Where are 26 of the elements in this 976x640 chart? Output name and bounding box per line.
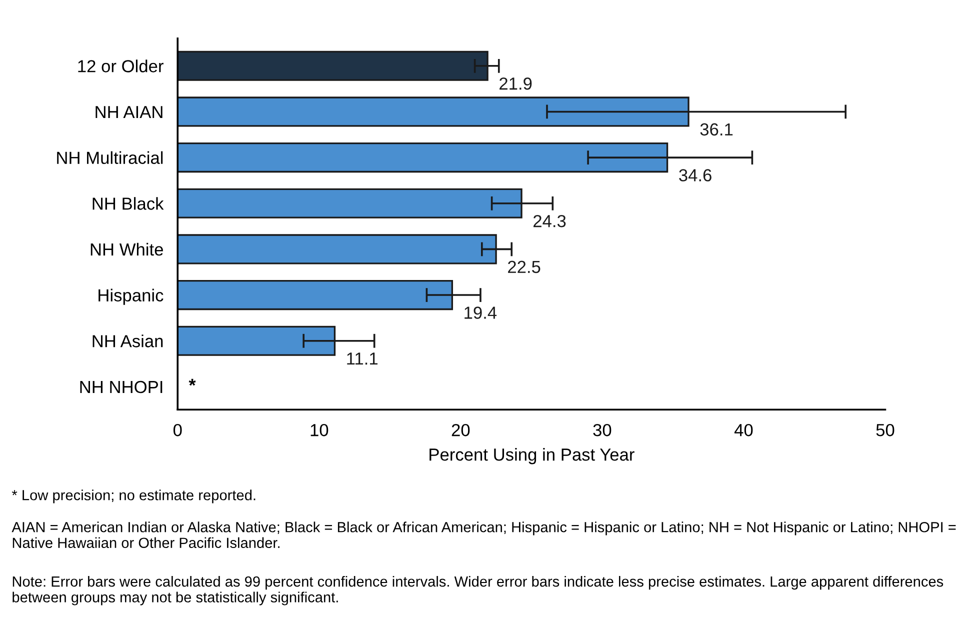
x-tick-label: 20 bbox=[452, 424, 470, 436]
y-tick-label: 12 or Older bbox=[78, 60, 164, 72]
x-axis-title: Percent Using in Past Year bbox=[430, 448, 634, 464]
x-tick-label: 50 bbox=[876, 424, 894, 436]
text: * Low precision; no estimate reported. bbox=[12, 490, 256, 504]
y-tick-label: NH Multiracial bbox=[57, 151, 163, 164]
x-tick-label: 10 bbox=[310, 424, 328, 436]
y-tick-label: NH Black bbox=[92, 197, 164, 210]
y-tick-label: NH AIAN bbox=[96, 106, 162, 118]
y-tick-label: NH Asian bbox=[92, 334, 163, 348]
y-tick-label: NH NHOPI bbox=[80, 380, 162, 394]
data-label: 34.6 bbox=[679, 169, 712, 182]
text: Note: Error bars were calculated as 99 percent confidence intervals. Wider error bars indicate less precise estimates. Large apparent differences between groups may not be statistically significant. bbox=[12, 576, 944, 606]
data-label: 22.5 bbox=[508, 260, 540, 274]
data-label: 11.1 bbox=[347, 352, 378, 365]
data-label: 21.9 bbox=[500, 77, 532, 90]
y-tick-label: Hispanic bbox=[98, 288, 164, 305]
x-tick-label: 0 bbox=[173, 424, 182, 436]
annotation: * bbox=[188, 378, 196, 386]
data-label: 24.3 bbox=[534, 214, 566, 228]
data-label: 19.4 bbox=[464, 306, 497, 319]
data-label: 36.1 bbox=[700, 123, 733, 136]
text: AIAN = American Indian or Alaska Native; Black = Black or African American; Hispanic = Hispanic or Latino; NH = Not Hispanic or Latino; NHOPI = Native Hawaiian or Other Pacific Islander. bbox=[12, 522, 956, 548]
x-tick-label: 30 bbox=[593, 424, 612, 436]
x-tick-label: 40 bbox=[734, 424, 753, 436]
y-tick-label: NH White bbox=[90, 242, 163, 256]
